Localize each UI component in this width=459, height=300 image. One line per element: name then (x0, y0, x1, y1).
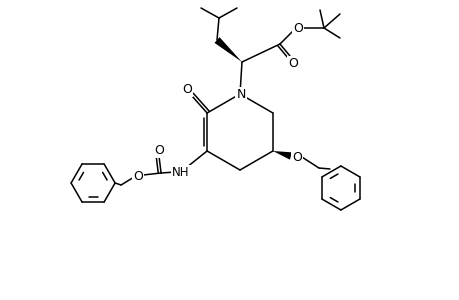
Text: O: O (133, 170, 143, 184)
Text: O: O (182, 82, 191, 95)
Text: N: N (236, 88, 245, 100)
Polygon shape (214, 37, 241, 62)
Text: O: O (291, 151, 301, 164)
Polygon shape (272, 151, 291, 160)
Text: NH: NH (172, 166, 190, 178)
Text: O: O (287, 56, 297, 70)
Text: O: O (292, 22, 302, 34)
Text: O: O (154, 143, 164, 157)
